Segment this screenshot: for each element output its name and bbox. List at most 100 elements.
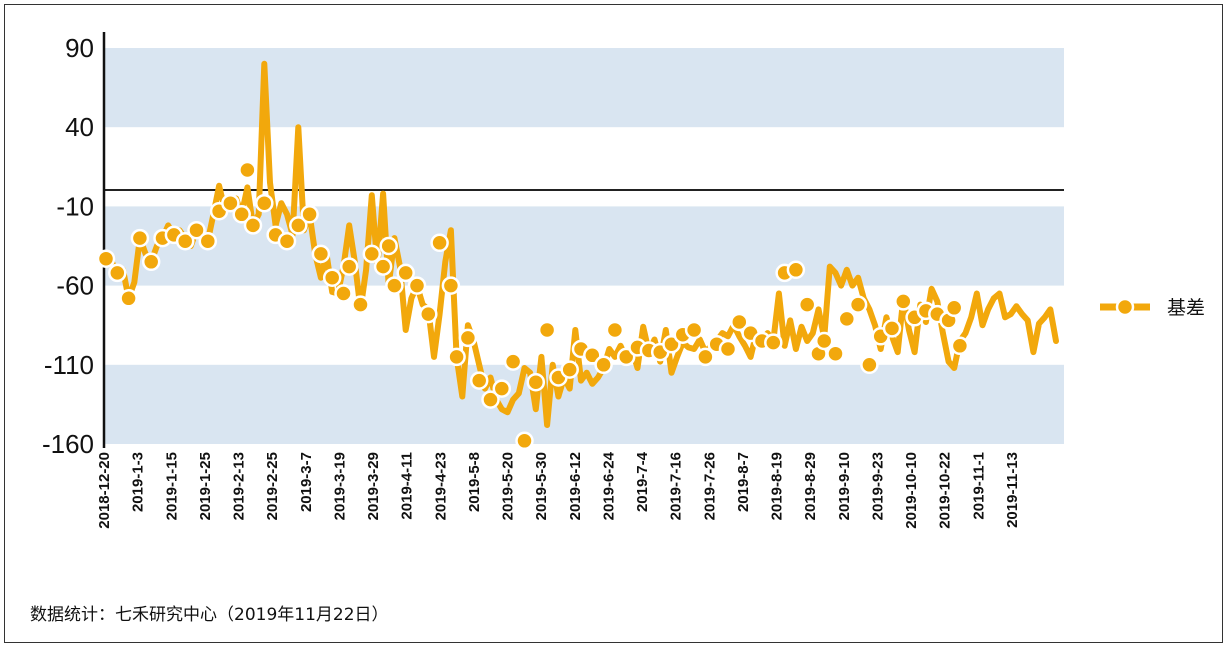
data-point bbox=[560, 360, 579, 379]
data-point bbox=[447, 347, 466, 367]
y-tick-label: 40 bbox=[65, 112, 94, 142]
data-point bbox=[481, 390, 500, 409]
x-tick-label: 2019-6-12 bbox=[567, 452, 584, 520]
data-point bbox=[860, 355, 879, 375]
x-tick-label: 2019-4-11 bbox=[399, 452, 416, 520]
data-point bbox=[718, 339, 738, 359]
data-point bbox=[526, 372, 546, 392]
x-tick-label: 2019-5-8 bbox=[466, 452, 483, 512]
data-point bbox=[537, 320, 557, 340]
data-point bbox=[730, 312, 749, 332]
data-point bbox=[797, 295, 817, 314]
data-point bbox=[684, 320, 704, 340]
data-point bbox=[407, 276, 427, 295]
x-tick-label: 2019-5-30 bbox=[533, 452, 550, 520]
data-point bbox=[311, 244, 331, 264]
data-point bbox=[814, 331, 834, 351]
data-point bbox=[362, 244, 382, 264]
data-point bbox=[277, 231, 297, 251]
y-tick-label: -10 bbox=[56, 191, 94, 221]
x-tick-label: 2019-1-3 bbox=[130, 452, 147, 512]
data-point bbox=[594, 355, 613, 375]
data-point bbox=[255, 193, 274, 213]
data-point bbox=[882, 319, 902, 338]
data-point bbox=[130, 228, 150, 248]
data-point bbox=[238, 160, 257, 180]
grid-band bbox=[104, 48, 1064, 128]
data-point bbox=[322, 268, 342, 287]
data-point bbox=[396, 263, 415, 283]
data-point bbox=[837, 309, 857, 329]
x-tick-label: 2019-9-10 bbox=[836, 452, 853, 520]
y-tick-label: -160 bbox=[42, 429, 94, 459]
y-axis-ticks: 90 40 -10 -60 -110 -160 bbox=[42, 33, 94, 459]
data-point bbox=[243, 216, 263, 235]
data-point bbox=[385, 276, 404, 295]
x-tick-label: 2019-10-10 bbox=[903, 452, 920, 529]
data-point bbox=[458, 328, 478, 348]
data-point bbox=[826, 344, 845, 363]
x-tick-label: 2019-1-25 bbox=[197, 452, 214, 520]
source-note: 数据统计：七禾研究中心（2019年11月22日） bbox=[30, 605, 389, 625]
data-point bbox=[950, 336, 970, 356]
x-tick-label: 2019-7-4 bbox=[634, 451, 651, 512]
data-point bbox=[373, 257, 393, 276]
x-axis-ticks: 2018-12-20 2019-1-3 2019-1-15 2019-1-25 2019… bbox=[96, 451, 1021, 528]
legend-swatch-marker bbox=[1115, 297, 1135, 317]
data-point bbox=[515, 431, 534, 451]
data-point bbox=[419, 304, 438, 324]
x-tick-label: 2019-3-7 bbox=[298, 452, 315, 512]
x-tick-label: 2019-11-1 bbox=[970, 452, 987, 520]
x-tick-label: 2019-2-13 bbox=[231, 452, 248, 520]
x-tick-label: 2019-3-29 bbox=[365, 452, 382, 520]
data-point bbox=[605, 320, 625, 340]
x-tick-label: 2019-2-25 bbox=[264, 452, 281, 520]
data-point bbox=[469, 371, 489, 390]
x-tick-label: 2019-7-16 bbox=[668, 452, 685, 520]
data-point bbox=[848, 295, 868, 314]
series-line bbox=[103, 60, 1059, 428]
data-point bbox=[503, 352, 523, 371]
series-markers bbox=[96, 160, 970, 451]
data-point bbox=[141, 252, 161, 272]
data-point bbox=[430, 233, 449, 253]
data-point bbox=[351, 295, 370, 314]
x-tick-label: 2019-1-15 bbox=[163, 452, 180, 520]
data-point bbox=[441, 276, 461, 295]
x-tick-label: 2019-10-22 bbox=[937, 452, 954, 529]
x-tick-label: 2019-6-24 bbox=[600, 451, 617, 520]
data-point bbox=[300, 205, 319, 224]
data-point bbox=[944, 298, 964, 318]
legend-label: 基差 bbox=[1167, 297, 1205, 319]
data-point bbox=[221, 193, 240, 213]
data-point bbox=[894, 292, 913, 311]
x-tick-label: 2019-8-7 bbox=[735, 452, 752, 512]
data-point bbox=[764, 333, 783, 352]
data-point bbox=[198, 231, 218, 251]
data-point bbox=[334, 284, 353, 303]
data-point bbox=[119, 289, 138, 308]
x-tick-label: 2019-8-19 bbox=[769, 452, 786, 520]
legend: 基差 bbox=[1100, 297, 1205, 319]
x-tick-label: 2019-3-19 bbox=[331, 452, 348, 520]
y-tick-label: -60 bbox=[56, 271, 94, 301]
data-point bbox=[108, 263, 127, 283]
data-point bbox=[786, 260, 806, 280]
x-tick-label: 2019-11-13 bbox=[1004, 452, 1021, 528]
series-basis bbox=[103, 60, 1059, 428]
data-point bbox=[492, 379, 512, 398]
data-point bbox=[289, 216, 308, 235]
y-tick-label: 90 bbox=[65, 33, 94, 63]
data-point bbox=[175, 231, 195, 251]
data-point bbox=[96, 249, 116, 268]
data-point bbox=[696, 347, 715, 367]
x-tick-label: 2019-9-23 bbox=[869, 452, 886, 520]
data-point bbox=[379, 236, 398, 256]
x-tick-label: 2019-5-20 bbox=[500, 452, 517, 520]
data-point bbox=[232, 205, 251, 224]
x-tick-label: 2019-8-29 bbox=[802, 452, 819, 520]
data-point bbox=[187, 220, 206, 240]
x-tick-label: 2018-12-20 bbox=[96, 452, 113, 529]
x-tick-label: 2019-4-23 bbox=[432, 452, 449, 520]
